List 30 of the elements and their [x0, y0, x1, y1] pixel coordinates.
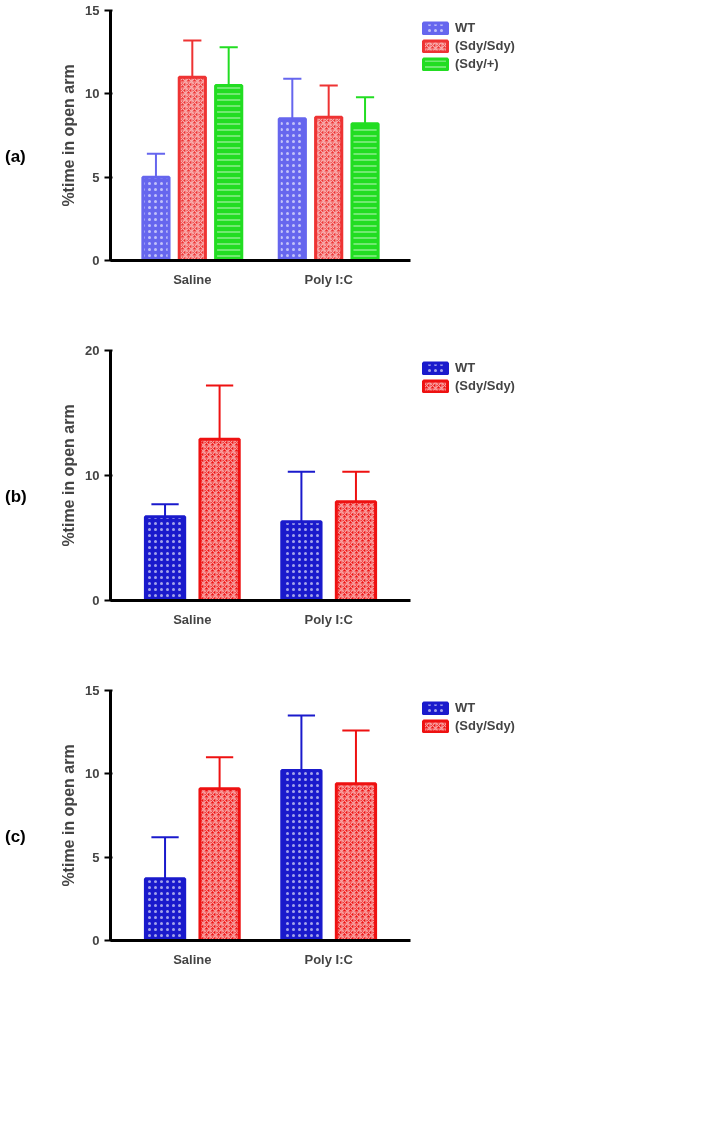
x-tick-label: Saline: [173, 951, 212, 967]
y-axis-title: %time in open arm: [60, 64, 78, 207]
x-tick-label: Poly I:C: [304, 611, 354, 627]
x-tick-label: Poly I:C: [304, 951, 354, 967]
text: (b): [5, 486, 27, 508]
y-tick-label: 10: [85, 766, 100, 782]
x-tick-label: Saline: [173, 271, 212, 287]
y-tick-label: 10: [85, 86, 100, 102]
y-tick-label: 0: [92, 933, 100, 948]
y-tick-label: 0: [92, 253, 100, 268]
y-tick-label: 10: [85, 468, 100, 483]
y-axis-title: %time in open arm: [60, 404, 78, 547]
y-axis-title: %time in open arm: [60, 744, 78, 887]
legend-label: WT: [455, 360, 476, 375]
x-tick-label: Poly I:C: [304, 271, 354, 287]
y-tick-label: 15: [85, 3, 100, 18]
y-tick-label: 5: [92, 169, 100, 185]
text: (c): [5, 826, 26, 848]
y-tick-label: 5: [92, 849, 100, 865]
legend-label: WT: [455, 700, 476, 715]
legend-label: WT: [455, 20, 476, 35]
x-tick-label: Saline: [173, 611, 212, 627]
text: (a): [5, 146, 26, 168]
y-tick-label: 15: [85, 683, 100, 698]
legend-label: (Sdy/Sdy): [455, 38, 515, 53]
y-tick-label: 20: [85, 343, 100, 358]
legend-label: (Sdy/Sdy): [455, 718, 515, 733]
legend-label: (Sdy/+): [455, 56, 499, 71]
y-tick-label: 0: [92, 593, 100, 608]
legend-label: (Sdy/Sdy): [455, 378, 515, 393]
